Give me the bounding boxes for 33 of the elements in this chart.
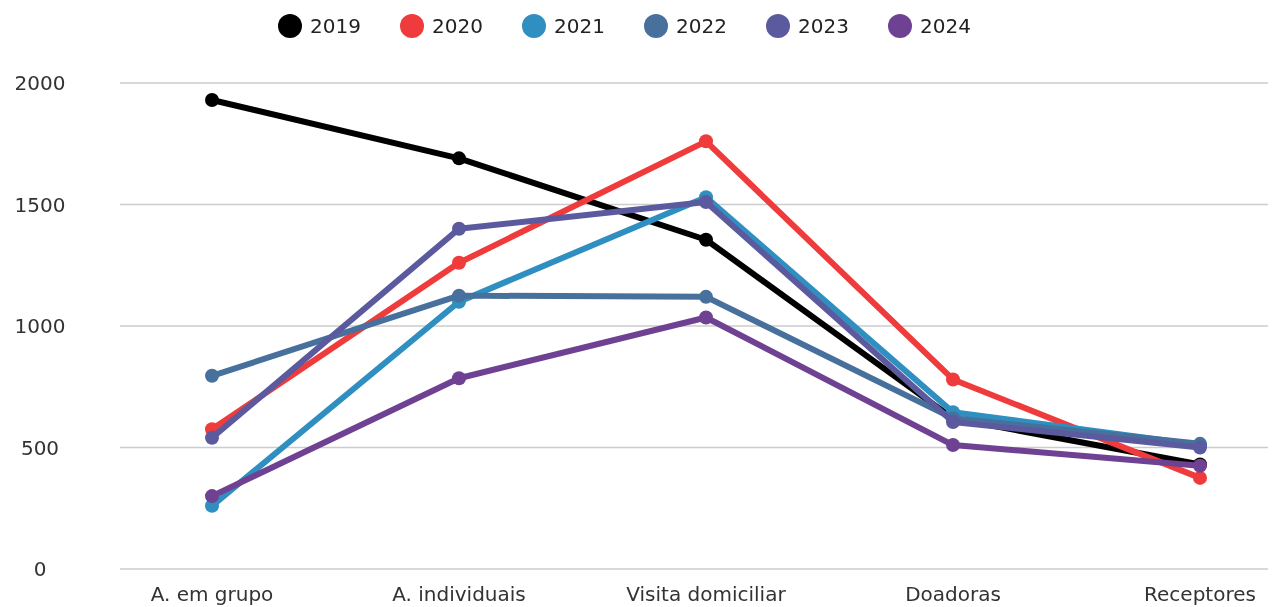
y-tick-label: 2000 <box>14 71 66 95</box>
point <box>946 372 960 387</box>
point <box>452 255 466 270</box>
x-tick-label: Doadoras <box>905 582 1001 606</box>
x-tick-label: A. em grupo <box>150 582 274 606</box>
y-tick-label: 500 <box>20 435 60 460</box>
legend-label: 2022 <box>676 14 727 38</box>
x-tick-label: A. individuais <box>392 582 526 606</box>
point <box>452 151 466 166</box>
legend-label: 2020 <box>432 14 483 38</box>
point <box>205 430 219 445</box>
point <box>452 371 466 386</box>
point <box>699 195 713 210</box>
point <box>452 288 466 303</box>
point <box>205 368 219 383</box>
point <box>699 289 713 304</box>
y-tick-label: 1000 <box>14 314 66 338</box>
point <box>205 93 219 108</box>
y-tick-label: 1500 <box>14 192 66 217</box>
point <box>205 489 219 504</box>
legend-label: 2021 <box>554 14 605 38</box>
point <box>1193 470 1207 485</box>
point <box>946 438 960 453</box>
y-tick-label: 0 <box>33 557 47 581</box>
point <box>699 310 713 325</box>
x-tick-label: Visita domiciliar <box>626 582 787 606</box>
legend-label: 2024 <box>920 14 971 38</box>
legend-label: 2019 <box>310 14 361 38</box>
legend-label: 2023 <box>798 14 849 38</box>
point <box>699 134 713 149</box>
point <box>452 221 466 236</box>
point <box>699 232 713 247</box>
x-tick-label: Receptores <box>1144 582 1256 606</box>
